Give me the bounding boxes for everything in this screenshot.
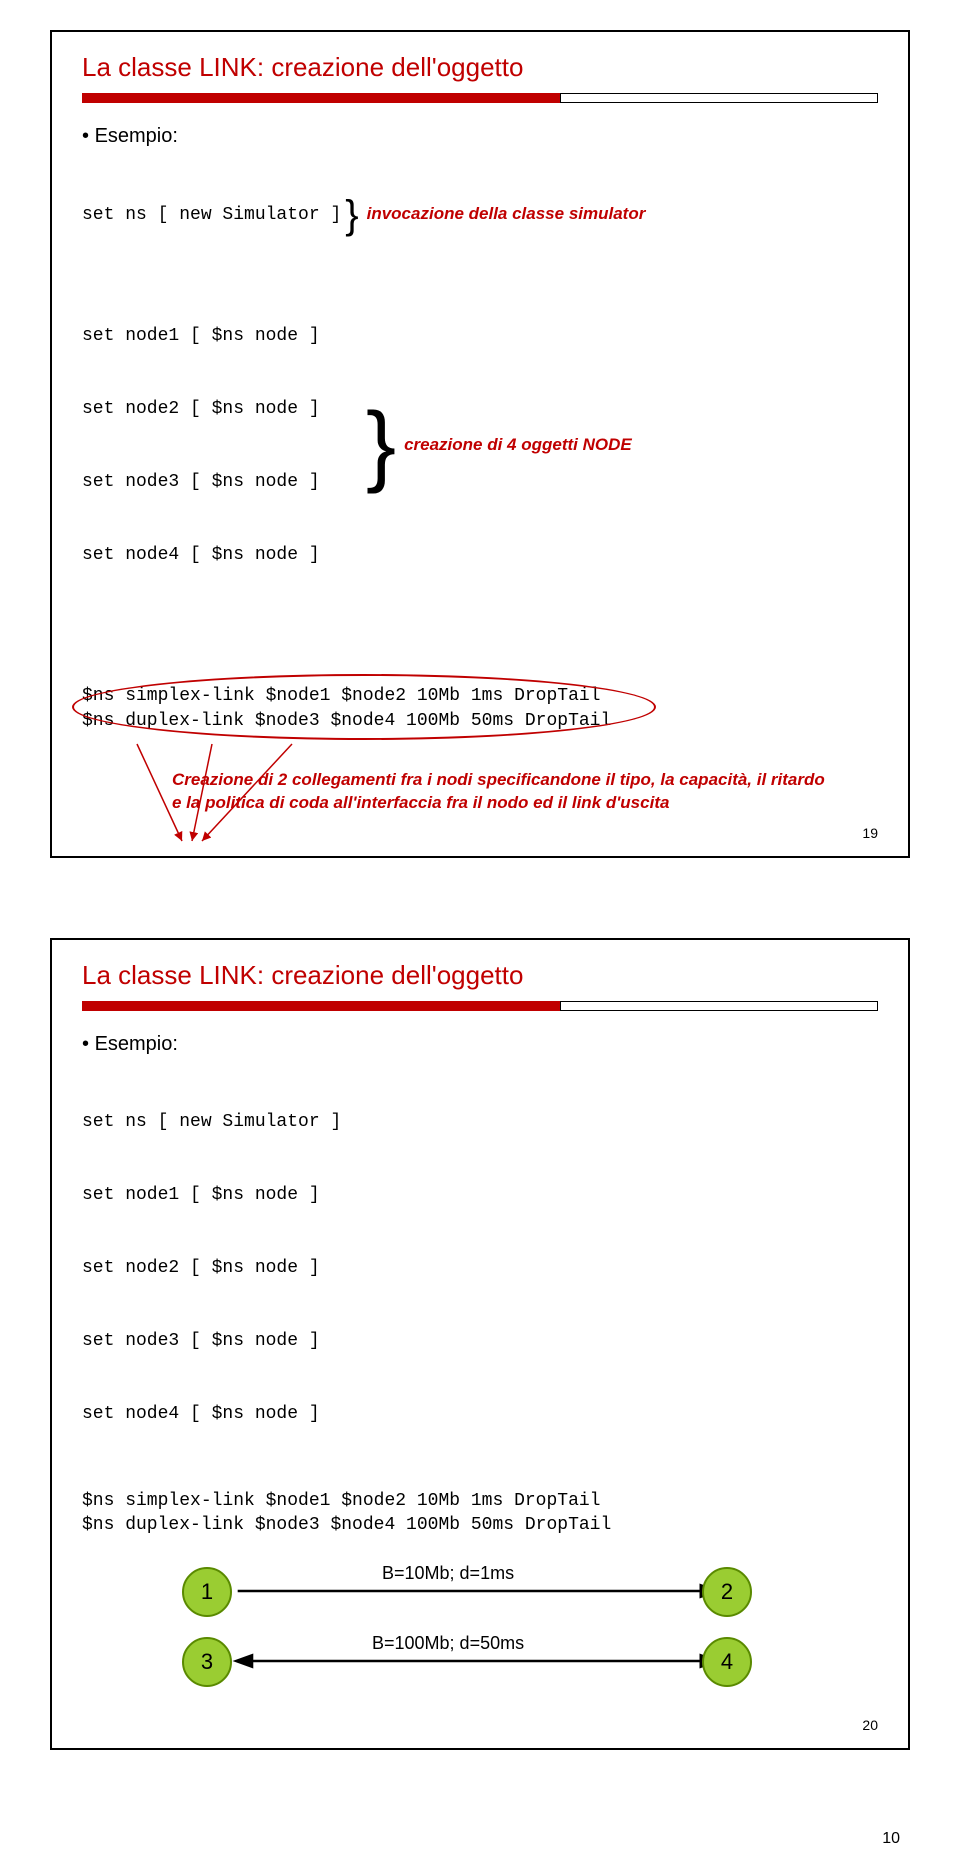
underline-white-bar (560, 93, 878, 103)
slide-2: La classe LINK: creazione dell'oggetto •… (50, 938, 910, 1751)
code-block: set ns [ new Simulator ] set node1 [ $ns… (82, 1062, 878, 1475)
brace-icon: } (362, 405, 404, 486)
code-line: $ns duplex-link $node3 $node4 100Mb 50ms… (82, 1513, 878, 1537)
node-1: 1 (182, 1567, 232, 1617)
underline-red-bar (82, 93, 560, 103)
code-line: $ns duplex-link $node3 $node4 100Mb 50ms… (82, 709, 878, 733)
annotation-simulator: invocazione della classe simulator (367, 203, 646, 226)
code-line: set ns [ new Simulator ] (82, 1110, 878, 1134)
code-line: set node1 [ $ns node ] (82, 324, 362, 348)
underline-white-bar (560, 1001, 878, 1011)
node-2: 2 (702, 1567, 752, 1617)
edge-label-2: B=100Mb; d=50ms (372, 1633, 524, 1654)
slide-title: La classe LINK: creazione dell'oggetto (82, 960, 878, 991)
bullet-esempio: • Esempio: (82, 1033, 878, 1056)
slide-title: La classe LINK: creazione dell'oggetto (82, 52, 878, 83)
brace-icon: } (341, 205, 366, 225)
callout-arrows (82, 736, 342, 866)
network-diagram: 1 2 3 4 B=10Mb; d=1ms B=100Mb; d=50ms (142, 1557, 818, 1707)
page-number: 10 (0, 1830, 960, 1868)
code-line: $ns simplex-link $node1 $node2 10Mb 1ms … (82, 684, 878, 708)
slide-1: La classe LINK: creazione dell'oggetto •… (50, 30, 910, 858)
link-commands-block: $ns simplex-link $node1 $node2 10Mb 1ms … (82, 678, 878, 739)
code-line: set ns [ new Simulator ] (82, 203, 341, 227)
code-line: set node3 [ $ns node ] (82, 1329, 878, 1353)
code-line: set node3 [ $ns node ] (82, 470, 362, 494)
title-underline (82, 997, 878, 1015)
code-block-nodes: set ns [ new Simulator ] } invocazione d… (82, 154, 878, 664)
code-line: set node4 [ $ns node ] (82, 543, 362, 567)
slide-number: 20 (82, 1717, 878, 1733)
code-line: set node2 [ $ns node ] (82, 1256, 878, 1280)
code-line: $ns simplex-link $node1 $node2 10Mb 1ms … (82, 1489, 878, 1513)
code-line: set node4 [ $ns node ] (82, 1402, 878, 1426)
title-underline (82, 89, 878, 107)
code-line: set node2 [ $ns node ] (82, 397, 362, 421)
bullet-esempio: • Esempio: (82, 125, 878, 148)
annotation-nodes: creazione di 4 oggetti NODE (404, 434, 632, 457)
code-line: set node1 [ $ns node ] (82, 1183, 878, 1207)
edge-label-1: B=10Mb; d=1ms (382, 1563, 514, 1584)
node-3: 3 (182, 1637, 232, 1687)
underline-red-bar (82, 1001, 560, 1011)
node-4: 4 (702, 1637, 752, 1687)
